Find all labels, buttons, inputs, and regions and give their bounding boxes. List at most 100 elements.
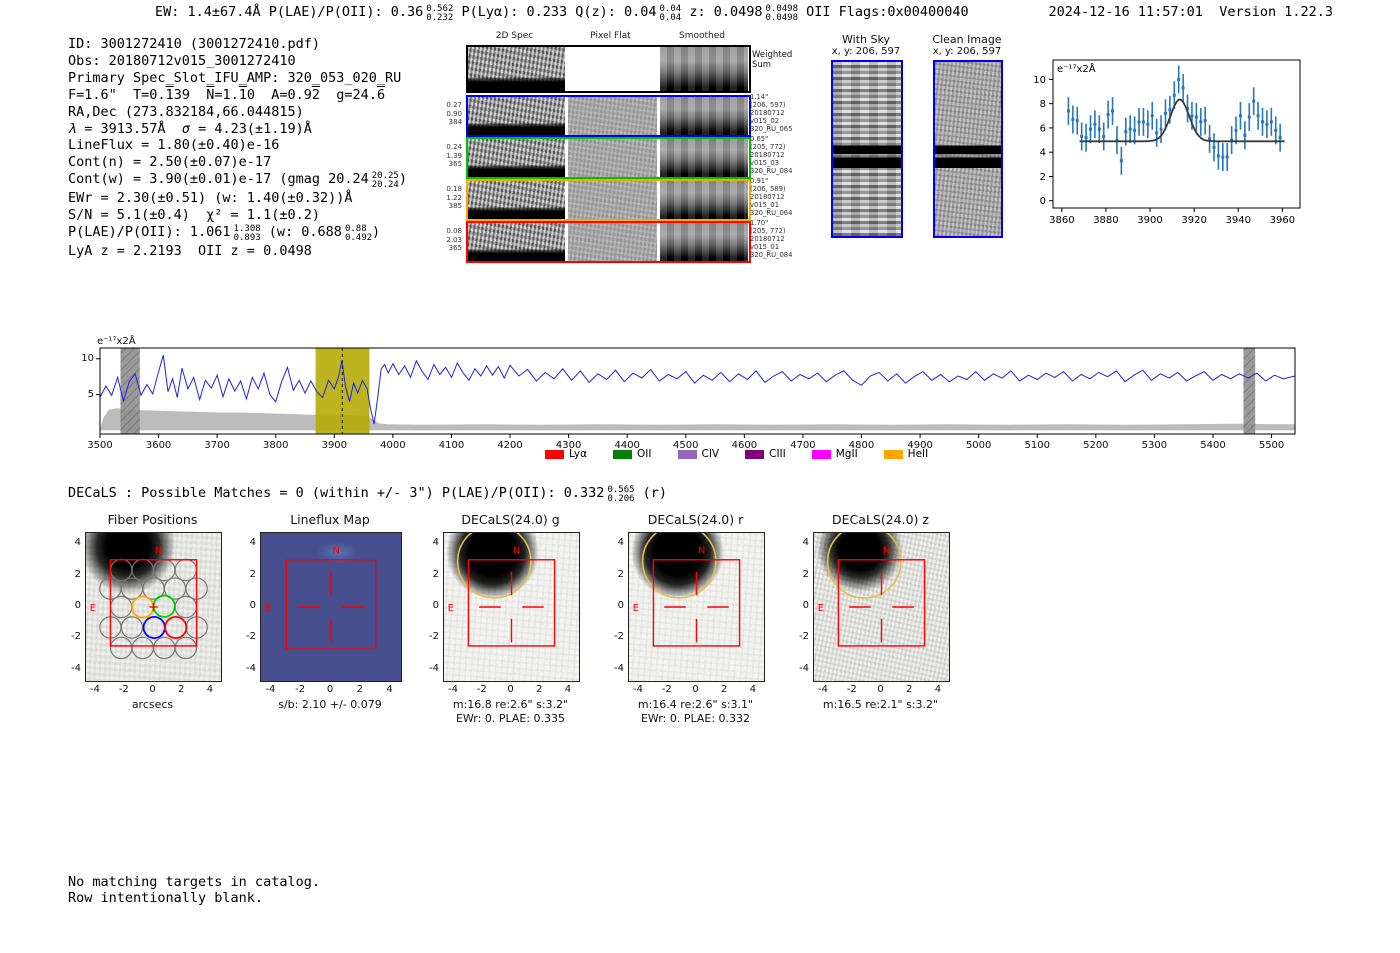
stacked-fraction: 20.25 20.24 xyxy=(371,171,399,191)
fiber-2d-strip-2 xyxy=(466,137,751,179)
text-segment: P(Lyα): 0.233 Q(z): 0.04 xyxy=(453,4,657,20)
spec2d-col-header: Pixel Flat xyxy=(590,31,631,41)
panel-title-5: DECaLS(24.0) z xyxy=(832,512,929,527)
info-line-3: Primary Spec_Slot_IFU_AMP: 320_053_020_R… xyxy=(68,70,407,87)
spec2d-cell xyxy=(660,97,748,135)
panel-ytick: -2 xyxy=(799,631,809,643)
svg-text:6: 6 xyxy=(1040,123,1046,134)
text-segment: LyA z = 2.2193 OII z = 0.0498 xyxy=(68,243,312,260)
spectrum-ylabel: e⁻¹⁷x2Å xyxy=(97,336,136,347)
spectrum-legend: Lyα OII CIV CIII MgII HeII xyxy=(545,448,928,460)
panel-ytick: 2 xyxy=(802,568,809,580)
text-segment: EWr = 2.30(±0.51) (w: 1.40(±0.32))Å xyxy=(68,190,353,207)
spec2d-cell xyxy=(660,47,748,91)
legend-swatch xyxy=(745,449,765,459)
fiber-strip-weights: 0.24 1.39 365 xyxy=(446,143,462,168)
text-segment: g=24. xyxy=(320,86,377,103)
text-segment: (r) xyxy=(634,485,668,501)
weighted-sum-label: Weighted Sum xyxy=(752,50,793,70)
panel-ytick: -2 xyxy=(71,631,81,643)
weighted-sum-strip xyxy=(466,45,751,93)
legend-item-CIII: CIII xyxy=(745,448,786,460)
report-timestamp: 2024-12-16 11:57:01 xyxy=(1048,4,1203,20)
spectrum-xtick: 4800 xyxy=(848,440,875,451)
fiber-2d-strip-1 xyxy=(466,95,751,137)
panel-xtick: -2 xyxy=(476,684,487,695)
detection-info-block: ID: 3001272410 (3001272410.pdf) Obs: 2018… xyxy=(68,36,407,260)
spec2d-col-header: 2D Spec xyxy=(495,31,534,41)
header-summary: EW: 1.4±67.4Å P(LAE)/P(OII): 0.36 0.562 0.… xyxy=(155,4,969,23)
panel-xtick: 2 xyxy=(536,684,543,695)
spectrum-xtick: 3600 xyxy=(145,440,172,451)
text-segment: =1. xyxy=(214,86,239,103)
spectrum-xtick: 4600 xyxy=(731,440,758,451)
info-line-2: Obs: 20180712v015_3001272410 xyxy=(68,53,407,70)
spec2d-cell xyxy=(468,47,565,91)
spectrum-xtick: 3500 xyxy=(87,440,113,451)
spectrum-xtick: 5000 xyxy=(965,440,992,451)
panel-xtick: -4 xyxy=(448,684,459,695)
spec2d-cell xyxy=(568,97,657,135)
panel-xtick: -4 xyxy=(90,684,101,695)
legend-swatch xyxy=(677,449,697,459)
panel-title-1: Fiber Positions xyxy=(107,512,198,527)
panel-xtick: 2 xyxy=(178,684,185,695)
legend-label: MgII xyxy=(835,448,858,460)
text-segment: ID: 3001272410 (3001272410.pdf) xyxy=(68,36,320,52)
spec2d-cell xyxy=(568,139,657,177)
spectrum-xtick: 4200 xyxy=(497,440,523,451)
panel-overlay-svg: NE xyxy=(448,533,556,647)
clean-image-title: Clean Image xyxy=(932,33,1002,46)
svg-text:3920: 3920 xyxy=(1181,215,1206,226)
text-segment: λ xyxy=(68,120,77,137)
panel-xtick: -2 xyxy=(661,684,672,695)
fiber-2d-strip-4 xyxy=(466,221,751,263)
compass-east-label: E xyxy=(90,603,96,614)
info-line-10: EWr = 2.30(±0.51) (w: 1.40(±0.32))Å xyxy=(68,190,407,207)
svg-text:8: 8 xyxy=(1040,99,1046,110)
legend-item-CIV: CIV xyxy=(677,448,719,460)
panel-xtick: -4 xyxy=(633,684,644,695)
stacked-fraction: 0.88 0.492 xyxy=(344,224,373,244)
fiber-strip-annotation: 0.65" (205, 772) 20180712 v015_03 320_RU_084 xyxy=(750,135,793,175)
compass-east-label: E xyxy=(633,603,639,614)
panel-xtick: 2 xyxy=(356,684,363,695)
spec2d-cell xyxy=(468,223,565,261)
text-segment: OII Flags:0x00400040 xyxy=(798,4,969,20)
info-line-9: Cont(w) = 3.90(±0.01)e-17 (gmag 20.24 20.… xyxy=(68,171,407,190)
panel-ytick: -4 xyxy=(71,662,81,674)
info-line-4: F=1.6" T=0.139 N=1.10 A=0.92 g=24.6 xyxy=(68,87,407,104)
footer-line-2: Row intentionally blank. xyxy=(68,889,264,906)
text-segment: Obs: 20180712v015_3001272410 xyxy=(68,52,296,69)
fiber-strip-annotation: 1.70" (205, 772) 20180712 v015_01 320_RU_084 xyxy=(750,219,793,259)
legend-swatch xyxy=(613,449,633,459)
spec2d-cell xyxy=(468,181,565,219)
footer-line-1: No matching targets in catalog. xyxy=(68,874,320,890)
spec2d-cell xyxy=(568,47,657,91)
panel-ytick: 2 xyxy=(432,568,439,580)
info-line-8: Cont(n) = 2.50(±0.07)e-17 xyxy=(68,154,407,171)
spectrum-xtick: 4400 xyxy=(614,440,640,451)
text-segment: P(LAE)/P(OII): 1.061 xyxy=(68,224,231,241)
compass-north-label: N xyxy=(698,545,705,556)
legend-label: Lyα xyxy=(569,448,588,460)
spec2d-cell xyxy=(568,223,657,261)
spectrum-xtick: 4100 xyxy=(438,440,465,451)
legend-item-Lyα: Lyα xyxy=(545,448,587,460)
panel-title-3: DECaLS(24.0) g xyxy=(461,512,560,527)
panel-caption-1: m:16.8 re:2.6" s:3.2" xyxy=(452,698,569,711)
text-segment: 39 xyxy=(173,86,207,103)
info-line-11: S/N = 5.1(±0.4) χ² = 1.1(±0.2) xyxy=(68,207,407,224)
compass-north-label: N xyxy=(513,545,520,556)
svg-text:4: 4 xyxy=(1040,148,1046,159)
svg-text:3940: 3940 xyxy=(1226,215,1251,226)
panel-overlay-svg: NE xyxy=(818,533,926,647)
spectrum-xtick: 3700 xyxy=(204,440,230,451)
panel-xlabel: arcsecs xyxy=(131,698,174,711)
text-segment: LineFlux = 1.80(±0.40)e-16 xyxy=(68,137,280,154)
with-sky-title: With Sky xyxy=(842,33,890,46)
panel-caption-1: m:16.4 re:2.6" s:3.1" xyxy=(637,698,754,711)
with-sky-coords: x, y: 206, 597 xyxy=(831,46,901,57)
